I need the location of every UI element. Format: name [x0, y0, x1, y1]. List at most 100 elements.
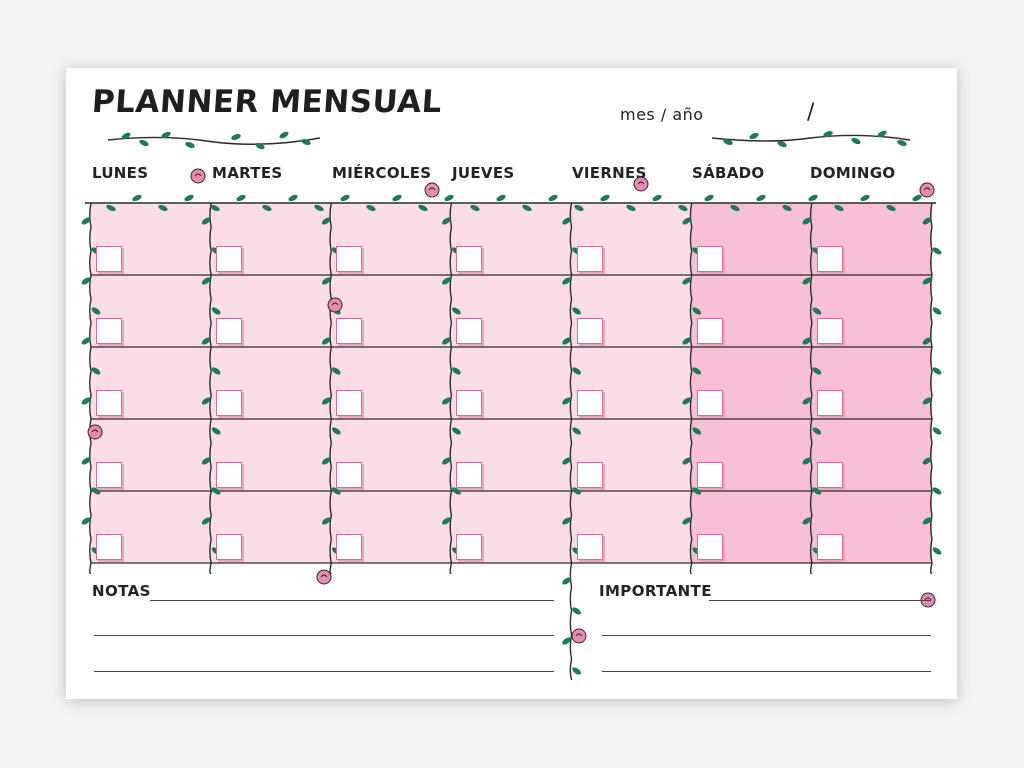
- date-box[interactable]: [96, 246, 122, 272]
- date-box[interactable]: [456, 390, 482, 416]
- date-box[interactable]: [697, 390, 723, 416]
- date-box[interactable]: [336, 318, 362, 344]
- leaf-icon: [321, 217, 331, 225]
- date-box[interactable]: [817, 534, 843, 560]
- leaf-icon: [802, 397, 812, 405]
- leaf-icon: [562, 397, 571, 405]
- leaf-icon: [331, 367, 341, 375]
- important-line[interactable]: [602, 671, 931, 672]
- date-box[interactable]: [216, 318, 242, 344]
- leaf-icon: [572, 367, 581, 375]
- date-box[interactable]: [336, 462, 362, 488]
- notes-line[interactable]: [150, 600, 554, 601]
- vine-column-divider: [930, 202, 933, 574]
- leaf-icon: [211, 367, 221, 375]
- leaf-icon: [802, 457, 812, 465]
- date-box[interactable]: [216, 534, 242, 560]
- leaf-icon: [922, 217, 932, 225]
- date-box[interactable]: [456, 318, 482, 344]
- date-box[interactable]: [336, 390, 362, 416]
- leaf-icon: [106, 204, 116, 212]
- date-box[interactable]: [336, 246, 362, 272]
- month-year-label: mes / año: [620, 105, 704, 124]
- leaf-icon: [652, 194, 662, 202]
- date-box[interactable]: [456, 462, 482, 488]
- date-box[interactable]: [577, 534, 603, 560]
- leaf-icon: [860, 194, 870, 202]
- leaf-icon: [562, 217, 571, 225]
- leaf-icon: [812, 427, 822, 435]
- important-line[interactable]: [709, 600, 931, 601]
- leaf-icon: [932, 247, 942, 255]
- leaf-icon: [922, 277, 932, 285]
- leaf-icon: [812, 307, 822, 315]
- date-box[interactable]: [216, 246, 242, 272]
- date-box[interactable]: [697, 534, 723, 560]
- date-box[interactable]: [817, 246, 843, 272]
- date-box[interactable]: [577, 318, 603, 344]
- notes-line[interactable]: [94, 635, 554, 636]
- leaf-icon: [392, 194, 402, 202]
- leaf-icon: [626, 204, 636, 212]
- leaf-icon: [812, 487, 822, 495]
- date-box[interactable]: [697, 246, 723, 272]
- leaf-icon: [91, 487, 101, 495]
- leaf-icon: [442, 337, 451, 345]
- leaf-icon: [802, 337, 812, 345]
- leaf-icon: [682, 337, 692, 345]
- date-box[interactable]: [577, 390, 603, 416]
- leaf-icon: [132, 194, 142, 202]
- date-box[interactable]: [96, 534, 122, 560]
- leaf-icon: [834, 204, 844, 212]
- date-box[interactable]: [697, 318, 723, 344]
- date-box[interactable]: [817, 462, 843, 488]
- leaf-icon: [418, 204, 428, 212]
- notes-label: notas: [92, 582, 151, 600]
- leaf-icon: [932, 307, 942, 315]
- leaf-icon: [211, 487, 221, 495]
- rose-icon: [190, 168, 206, 184]
- leaf-icon: [236, 194, 246, 202]
- date-box[interactable]: [456, 534, 482, 560]
- leaf-icon: [321, 457, 331, 465]
- day-label-domingo: Domingo: [810, 164, 896, 182]
- date-box[interactable]: [96, 318, 122, 344]
- leaf-icon: [922, 457, 932, 465]
- leaf-icon: [452, 487, 461, 495]
- date-box[interactable]: [216, 462, 242, 488]
- date-box[interactable]: [577, 246, 603, 272]
- important-line[interactable]: [602, 635, 931, 636]
- leaf-icon: [562, 457, 571, 465]
- date-box[interactable]: [817, 318, 843, 344]
- leaf-icon: [321, 277, 331, 285]
- date-box[interactable]: [96, 390, 122, 416]
- leaf-icon: [452, 427, 461, 435]
- leaf-icon: [442, 517, 451, 525]
- date-box[interactable]: [96, 462, 122, 488]
- vine-column-divider: [89, 202, 92, 574]
- date-box[interactable]: [336, 534, 362, 560]
- vine-column-divider: [809, 202, 813, 574]
- leaf-icon: [572, 307, 581, 315]
- rose-icon: [919, 182, 935, 198]
- date-box[interactable]: [456, 246, 482, 272]
- leaf-icon: [682, 217, 692, 225]
- date-box[interactable]: [817, 390, 843, 416]
- leaf-icon: [201, 217, 211, 225]
- leaf-icon: [562, 517, 571, 525]
- leaf-icon: [211, 427, 221, 435]
- leaf-icon: [314, 204, 324, 212]
- date-box[interactable]: [577, 462, 603, 488]
- leaf-icon: [321, 337, 331, 345]
- leaf-icon: [886, 204, 896, 212]
- leaf-icon: [802, 517, 812, 525]
- notes-line[interactable]: [94, 671, 554, 672]
- leaf-icon: [812, 367, 822, 375]
- leaf-icon: [81, 217, 91, 225]
- date-box[interactable]: [216, 390, 242, 416]
- leaf-icon: [201, 517, 211, 525]
- leaf-icon: [922, 397, 932, 405]
- leaf-icon: [211, 307, 221, 315]
- day-label-viernes: Viernes: [572, 164, 647, 182]
- date-box[interactable]: [697, 462, 723, 488]
